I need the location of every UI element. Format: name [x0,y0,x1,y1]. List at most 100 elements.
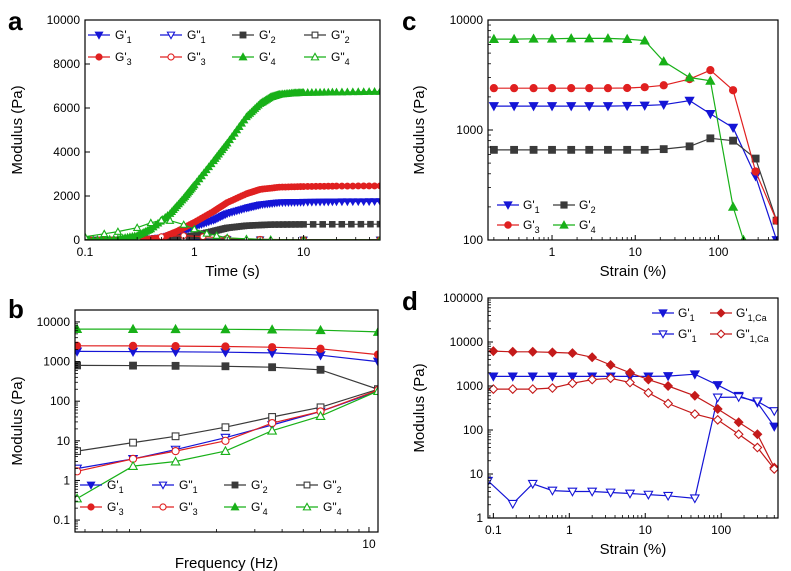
legend-marker [310,52,320,61]
data-point [605,488,616,498]
legend: G'1 G'2 G'3 G'4 [497,198,596,235]
data-point [528,102,539,112]
data-point [171,342,180,351]
data-point [309,221,317,228]
data-point [221,423,230,432]
x-tick-label: 0.1 [485,523,502,537]
data-point [488,372,499,382]
data-point [170,456,181,466]
y-tick-label: 10000 [450,335,484,349]
series-G'4 [75,323,378,336]
x-tick-label: 1 [549,245,556,259]
data-point [359,198,369,207]
x-tick-label: 10 [297,245,311,259]
x-tick-label: 1 [566,523,573,537]
data-point [640,83,649,92]
legend-marker [231,481,239,489]
series-line [488,396,775,505]
data-point [658,56,669,66]
y-tick-label: 100 [50,394,70,408]
y-tick-label: 1000 [456,379,483,393]
x-tick-label: 10 [639,523,653,537]
data-point [507,372,518,382]
data-point [712,381,723,391]
data-point [268,363,277,372]
legend-marker [658,330,668,339]
data-point [622,33,633,44]
data-point [602,33,614,43]
data-point [488,33,500,44]
legend-label: G'1 [523,198,540,215]
y-tick-label: 0 [73,233,80,247]
data-point [733,429,744,440]
x-axis-label: Strain (%) [600,263,667,280]
legend-marker [559,220,569,229]
data-point [489,145,498,154]
legend-label: G'3 [115,50,132,67]
data-point [90,235,96,240]
legend-label: G'2 [251,478,268,495]
data-point [663,381,674,391]
legend-marker [311,31,319,39]
data-point [567,348,578,359]
y-tick-label: 10000 [47,13,81,27]
data-point [94,235,101,240]
data-point [348,87,358,96]
data-point [567,145,576,154]
data-point [508,33,520,44]
data-point [662,372,674,382]
y-tick-label: 10000 [450,13,484,27]
y-tick-label: 1 [63,473,70,487]
panel-a: a 0 2000 4000 6000 8000 10000 0.1 1 10 Time (s) Mod… [8,6,381,280]
data-point [300,221,307,228]
series-line [493,37,745,240]
data-point [712,393,723,403]
x-tick-label: 10 [362,537,376,551]
legend-marker [504,221,512,229]
data-point [567,487,578,497]
legend-marker [658,309,668,318]
y-tick-label: 6000 [53,101,80,115]
data-point [587,487,598,497]
data-point [605,360,616,370]
data-point [338,221,346,228]
data-point [658,100,669,110]
data-point [528,33,539,43]
x-tick-label: 100 [708,245,728,259]
legend-label: G"2 [323,478,342,495]
data-point [171,446,180,456]
data-point [489,84,498,93]
data-point [527,372,538,382]
plot-area [85,86,380,240]
panel-b: b 0.1 1 10 100 1000 10000 10 Frequency (Hz) Modul… [8,294,379,571]
data-point [75,467,82,476]
y-axis-label: Modulus (Pa) [9,85,26,174]
axes-frame [84,19,381,241]
data-point [769,407,778,417]
y-tick-label: 8000 [53,57,80,71]
data-point [689,494,700,504]
data-point [705,110,716,120]
legend: G'1 G"1 G'2 G"2 G'3 G"3 G'4 G"4 [80,478,342,517]
legend-label: G'3 [107,500,124,517]
y-tick-label: 10 [470,467,484,481]
legend-marker [95,53,103,61]
data-point [353,87,363,96]
legend-marker [560,201,568,209]
panel-label: d [402,286,418,316]
data-point [585,145,594,154]
data-point [316,344,325,353]
data-point [85,232,90,240]
x-tick-label: 0.1 [77,245,94,259]
plot-area [75,323,378,503]
y-tick-label: 0.1 [53,513,70,527]
data-point [584,33,595,43]
data-point [488,346,499,357]
data-point [546,33,558,43]
data-point [603,84,613,93]
data-point [625,377,635,388]
panel-label: a [8,6,23,36]
legend-label: G'4 [259,50,276,67]
data-point [529,84,538,93]
